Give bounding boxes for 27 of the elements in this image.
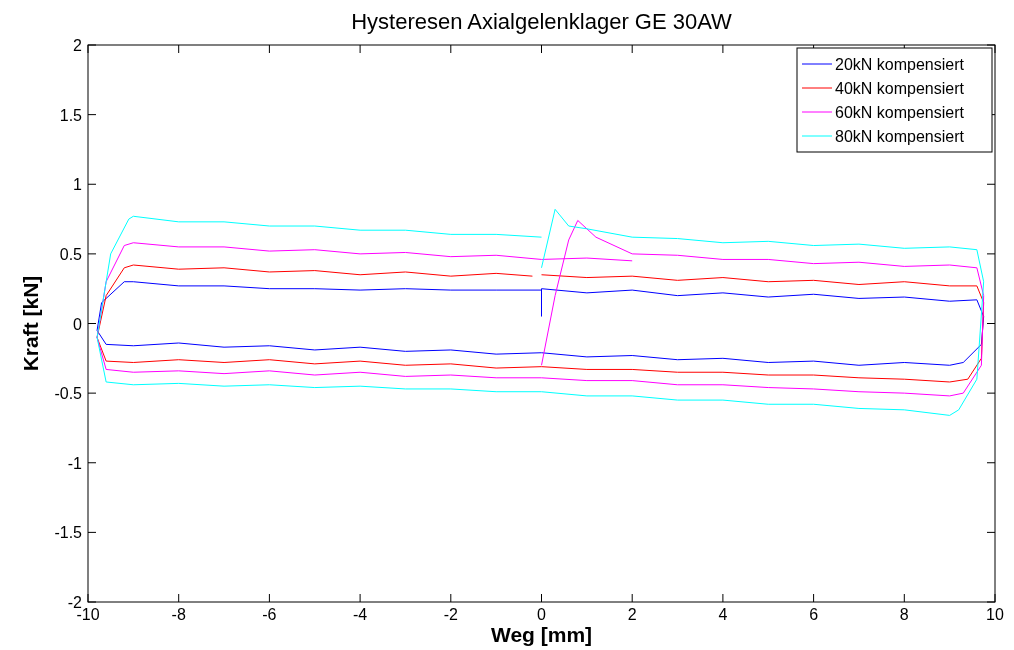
x-tick-label: -2 — [443, 606, 459, 623]
y-tick-label: -1.5 — [54, 524, 83, 542]
x-tick-label: 8 — [899, 606, 909, 623]
y-tick-label: -0.5 — [54, 385, 83, 403]
legend-label: 60kN kompensiert — [835, 104, 965, 121]
y-tick-label: 1 — [73, 176, 83, 194]
y-tick-label: -1 — [67, 454, 83, 472]
x-axis-title: Weg [mm] — [490, 623, 593, 646]
x-tick-label: 6 — [809, 606, 819, 623]
x-tick-label: 4 — [718, 606, 728, 623]
legend-label: 40kN kompensiert — [835, 80, 965, 97]
y-tick-label: 0.5 — [59, 245, 83, 263]
y-tick-label: 2 — [73, 37, 83, 54]
line-series — [96, 264, 985, 383]
y-tick-label: 0 — [73, 315, 83, 333]
chart-title: Hysteresen Axialgelenklager GE 30AW — [351, 9, 733, 34]
x-tick-label: -8 — [171, 606, 186, 623]
x-tick-label: 2 — [627, 606, 637, 623]
y-axis-title: Kraft [kN] — [19, 275, 42, 372]
y-tick-label: 1.5 — [59, 106, 83, 124]
x-tick-label: 10 — [986, 606, 1004, 623]
line-series — [96, 281, 985, 366]
legend-label: 80kN kompensiert — [835, 128, 965, 145]
x-tick-label: 0 — [537, 606, 547, 623]
x-tick-label: -4 — [352, 606, 368, 623]
legend-label: 20kN kompensiert — [835, 56, 965, 73]
x-tick-label: -6 — [262, 606, 277, 623]
